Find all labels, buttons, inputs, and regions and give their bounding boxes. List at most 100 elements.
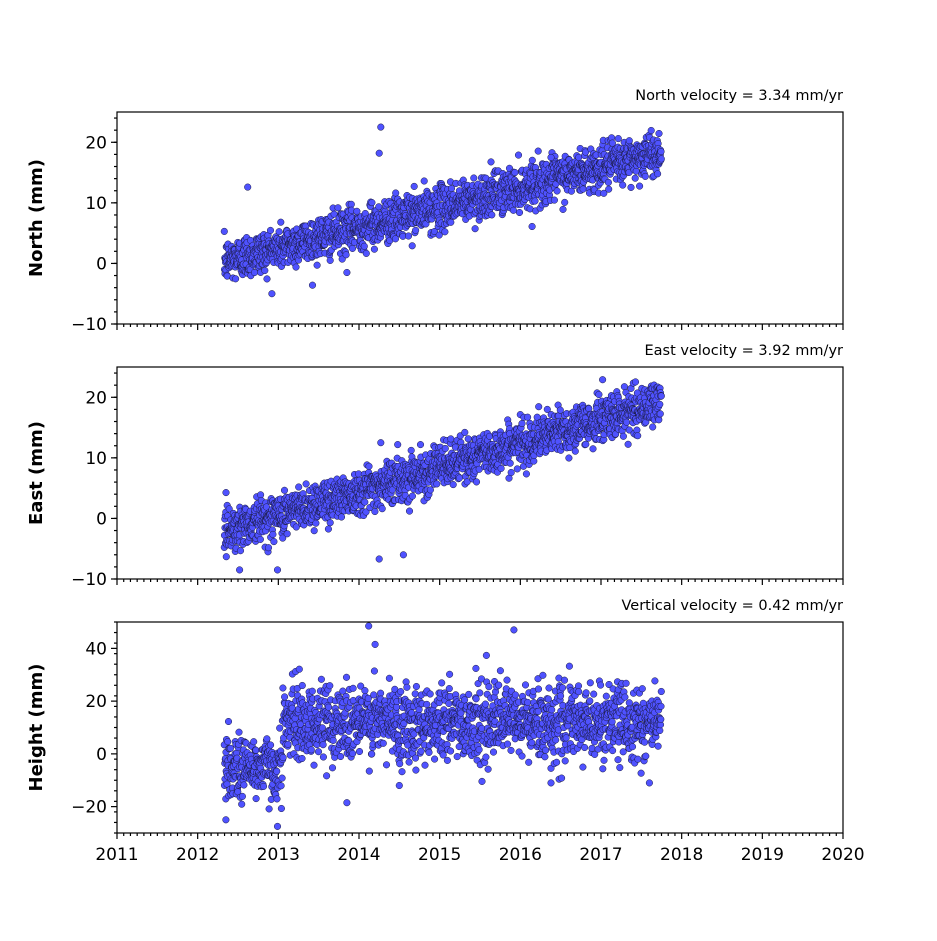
data-point: [325, 704, 332, 711]
data-point: [404, 684, 411, 691]
data-point: [269, 290, 276, 297]
y-tick-label: −10: [71, 315, 107, 335]
data-point: [514, 466, 521, 473]
data-point: [519, 420, 526, 427]
data-point: [238, 801, 245, 808]
data-point: [325, 526, 332, 533]
data-point: [642, 173, 649, 180]
data-point: [264, 276, 271, 283]
data-point: [479, 778, 486, 785]
data-point: [281, 694, 288, 701]
data-point: [490, 749, 497, 756]
data-point: [461, 697, 468, 704]
data-point: [472, 225, 479, 232]
data-point: [658, 156, 665, 163]
data-point: [399, 768, 406, 775]
data-point: [376, 150, 383, 157]
data-point: [372, 508, 379, 515]
data-point: [427, 691, 434, 698]
data-point: [417, 441, 424, 448]
data-point: [448, 436, 455, 443]
data-point: [512, 169, 519, 176]
data-point: [620, 433, 627, 440]
data-point: [654, 171, 661, 178]
east-points: [221, 376, 665, 573]
data-point: [529, 157, 536, 164]
data-point: [566, 455, 573, 462]
data-point: [308, 747, 315, 754]
data-point: [524, 414, 531, 421]
y-tick-label: 0: [96, 254, 107, 274]
data-point: [532, 198, 539, 205]
data-point: [561, 199, 568, 206]
data-point: [276, 228, 283, 235]
y-tick-label: 0: [96, 509, 107, 529]
data-point: [648, 127, 655, 134]
data-point: [273, 768, 280, 775]
data-point: [523, 471, 530, 478]
data-point: [327, 682, 334, 689]
data-point: [444, 757, 451, 764]
data-point: [315, 748, 322, 755]
data-point: [605, 179, 612, 186]
data-point: [412, 227, 419, 234]
data-point: [236, 729, 243, 736]
data-point: [658, 393, 665, 400]
data-point: [409, 243, 416, 250]
data-point: [580, 186, 587, 193]
data-point: [625, 441, 632, 448]
data-point: [320, 741, 327, 748]
data-point: [396, 760, 403, 767]
data-point: [330, 737, 337, 744]
data-point: [270, 531, 277, 538]
data-point: [442, 445, 449, 452]
data-point: [434, 481, 441, 488]
data-point: [551, 197, 558, 204]
data-point: [371, 246, 378, 253]
height-points: [221, 623, 665, 830]
north-velocity-title: North velocity = 3.34 mm/yr: [635, 88, 843, 104]
data-point: [241, 782, 248, 789]
data-point: [266, 806, 273, 813]
data-point: [366, 463, 373, 470]
data-point: [236, 567, 243, 574]
data-point: [411, 183, 418, 190]
data-point: [299, 682, 306, 689]
data-point: [535, 403, 542, 410]
data-point: [560, 206, 567, 213]
data-point: [473, 479, 480, 486]
data-point: [327, 519, 334, 526]
data-point: [378, 124, 385, 131]
data-point: [446, 685, 453, 692]
data-point: [431, 756, 438, 763]
data-point: [361, 243, 368, 250]
data-point: [349, 750, 356, 757]
data-point: [438, 680, 445, 687]
data-point: [250, 738, 257, 745]
data-point: [293, 264, 300, 271]
data-point: [311, 527, 318, 534]
data-point: [621, 383, 628, 390]
y-tick-label: 20: [85, 133, 107, 153]
y-tick-label: 10: [85, 449, 107, 469]
data-point: [264, 736, 271, 743]
data-point: [377, 690, 384, 697]
data-point: [274, 567, 281, 574]
data-point: [413, 767, 420, 774]
data-point: [483, 652, 490, 659]
data-point: [295, 484, 302, 491]
data-point: [343, 674, 350, 681]
data-point: [413, 683, 420, 690]
data-point: [267, 227, 274, 234]
data-point: [596, 391, 603, 398]
data-point: [507, 460, 514, 467]
data-point: [279, 775, 286, 782]
data-point: [572, 448, 579, 455]
data-point: [327, 257, 334, 264]
data-point: [299, 755, 306, 762]
data-point: [319, 725, 326, 732]
